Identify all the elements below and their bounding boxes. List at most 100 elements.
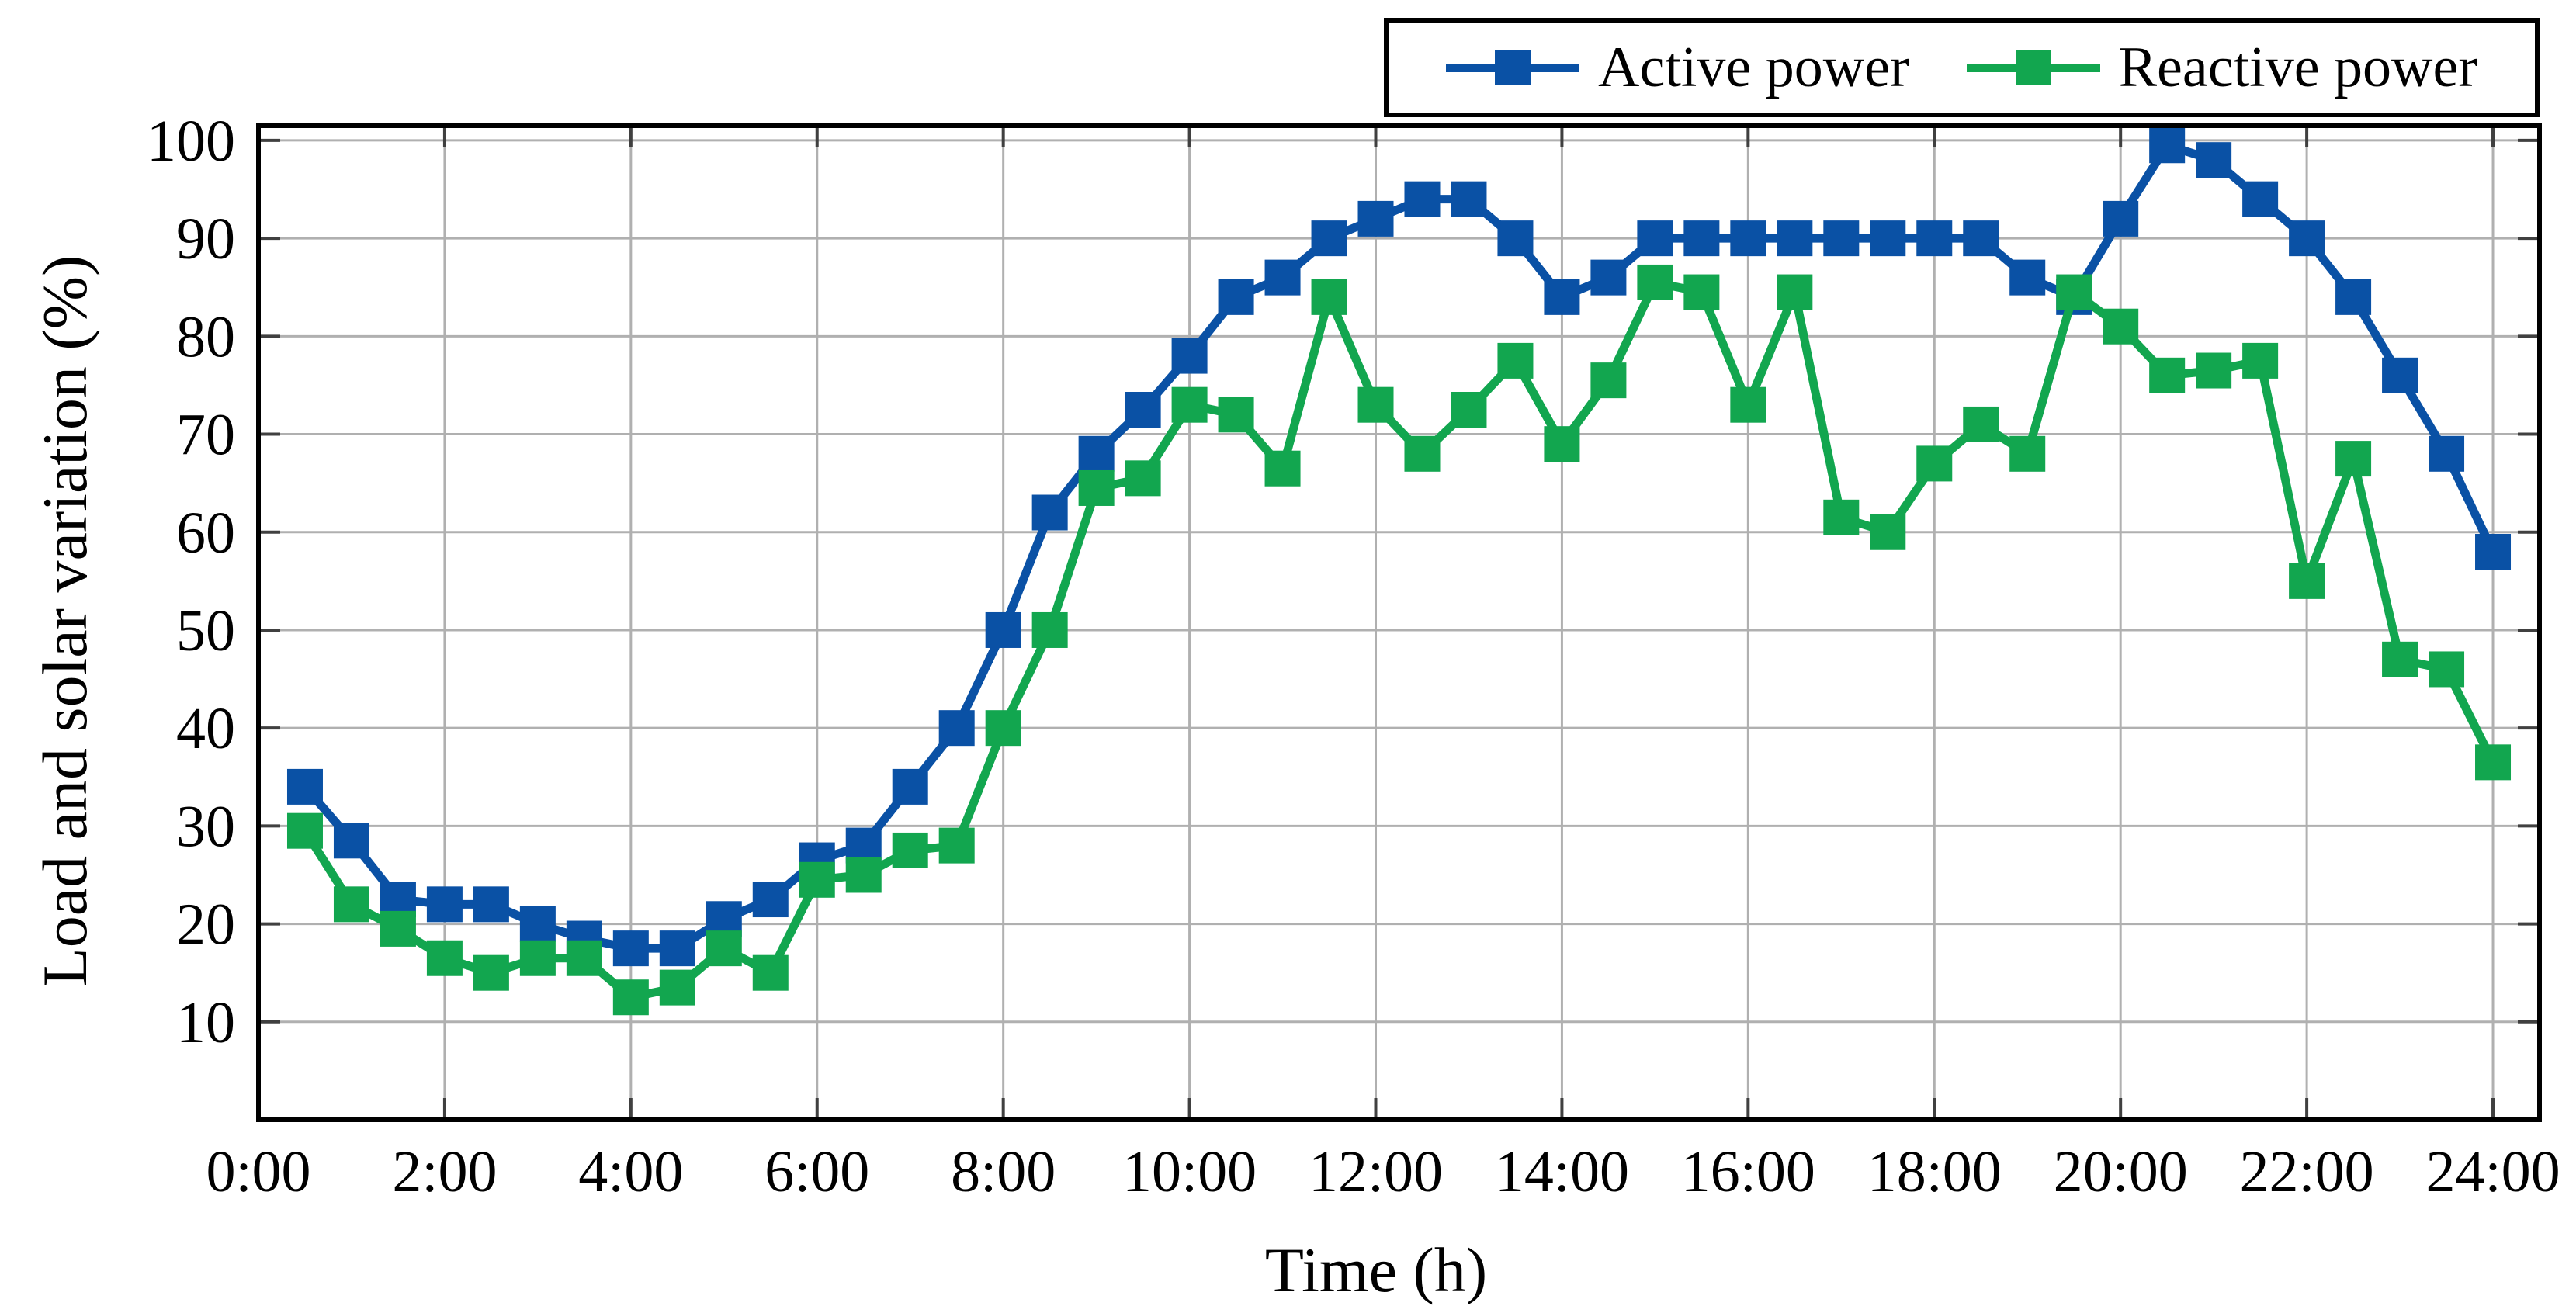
active-power-marker bbox=[426, 886, 463, 923]
reactive-power-marker bbox=[380, 910, 416, 947]
reactive-power-marker bbox=[2196, 352, 2232, 389]
reactive-power-marker bbox=[752, 954, 789, 991]
x-axis-title: Time (h) bbox=[1264, 1235, 1488, 1305]
legend-item-active-power: Active power bbox=[1446, 39, 1909, 96]
x-tick-label: 12:00 bbox=[1309, 1139, 1443, 1204]
y-tick-label: 90 bbox=[176, 206, 235, 272]
x-tick-label: 22:00 bbox=[2240, 1139, 2374, 1204]
reactive-power-marker bbox=[1544, 426, 1580, 462]
reactive-power-marker bbox=[1497, 342, 1534, 379]
active-power-marker bbox=[1590, 259, 1627, 296]
active-power-marker bbox=[2009, 259, 2046, 296]
reactive-power-marker bbox=[1823, 499, 1860, 535]
reactive-power-marker bbox=[1311, 279, 1347, 315]
active-power-marker bbox=[2335, 279, 2372, 315]
x-tick-label: 4:00 bbox=[578, 1139, 683, 1204]
active-power-marker bbox=[1357, 200, 1394, 237]
active-power-legend-marker bbox=[1446, 50, 1579, 85]
y-tick-label: 60 bbox=[176, 501, 235, 566]
legend-label-reactive-power: Reactive power bbox=[2118, 36, 2477, 99]
active-power-marker bbox=[1031, 494, 1068, 531]
reactive-power-marker bbox=[985, 710, 1021, 747]
active-power-marker bbox=[659, 930, 695, 967]
reactive-power-marker bbox=[1031, 611, 1068, 648]
active-power-marker bbox=[1683, 220, 1720, 257]
active-power-marker bbox=[985, 611, 1021, 648]
reactive-power-marker bbox=[706, 930, 742, 967]
active-power-marker bbox=[1451, 181, 1487, 217]
legend: Active power Reactive power bbox=[1384, 18, 2540, 117]
reactive-power-marker bbox=[2056, 274, 2092, 310]
active-power-marker bbox=[892, 768, 928, 805]
reactive-power-marker bbox=[1730, 386, 1766, 423]
reactive-power-marker bbox=[659, 969, 695, 1006]
reactive-power-marker bbox=[2149, 357, 2186, 393]
active-power-marker bbox=[1870, 220, 1906, 257]
active-power-marker bbox=[1125, 392, 1161, 428]
x-tick-label: 14:00 bbox=[1495, 1139, 1629, 1204]
tick-labels: 10 20 30 40 50 60 70 80 90 100 0:00 2:00 4:00 6:00 8:0… bbox=[147, 109, 2560, 1204]
x-tick-label: 0:00 bbox=[206, 1139, 310, 1204]
x-tick-label: 10:00 bbox=[1122, 1139, 1257, 1204]
reactive-power-marker bbox=[612, 979, 649, 1016]
reactive-power-marker bbox=[1218, 397, 1254, 433]
active-power-marker bbox=[2429, 435, 2465, 472]
reactive-power-marker bbox=[1777, 274, 1813, 310]
active-power-marker bbox=[1497, 220, 1534, 257]
active-power-marker bbox=[1637, 220, 1673, 257]
x-tick-label: 2:00 bbox=[392, 1139, 497, 1204]
y-tick-label: 40 bbox=[176, 696, 235, 761]
gridlines bbox=[257, 126, 2540, 1120]
active-power-marker bbox=[612, 930, 649, 967]
active-power-marker bbox=[1777, 220, 1813, 257]
reactive-power-marker bbox=[286, 812, 323, 849]
y-tick-label: 70 bbox=[176, 403, 235, 468]
active-power-marker bbox=[1171, 338, 1208, 374]
active-power-marker bbox=[1218, 279, 1254, 315]
reactive-power-marker bbox=[1404, 435, 1441, 472]
reactive-power-marker-square bbox=[2015, 50, 2051, 85]
active-power-marker bbox=[1544, 279, 1580, 315]
active-power-marker bbox=[2196, 142, 2232, 178]
active-power-marker bbox=[1404, 181, 1441, 217]
y-tick-label: 10 bbox=[176, 990, 235, 1055]
reactive-power-marker bbox=[2382, 641, 2418, 677]
reactive-power-marker bbox=[1637, 264, 1673, 300]
active-power-marker bbox=[519, 906, 556, 942]
y-tick-label: 20 bbox=[176, 892, 235, 958]
reactive-power-marker bbox=[2429, 651, 2465, 688]
active-power-marker-square bbox=[1495, 50, 1531, 85]
y-tick-label: 80 bbox=[176, 304, 235, 369]
plot-frame bbox=[256, 123, 2542, 1122]
reactive-power-series bbox=[286, 264, 2512, 1016]
active-power-marker bbox=[1823, 220, 1860, 257]
reactive-power-marker bbox=[1451, 392, 1487, 428]
active-power-marker bbox=[473, 886, 509, 923]
reactive-power-marker bbox=[1590, 362, 1627, 399]
active-power-marker bbox=[938, 710, 975, 747]
x-tick-label: 8:00 bbox=[951, 1139, 1056, 1204]
reactive-power-marker bbox=[426, 940, 463, 976]
reactive-power-marker bbox=[333, 886, 369, 923]
reactive-power-marker bbox=[2475, 744, 2512, 781]
active-power-marker bbox=[752, 882, 789, 918]
active-power-marker bbox=[1916, 220, 1953, 257]
reactive-power-marker bbox=[1870, 514, 1906, 550]
y-axis-title: Load and solar variation (%) bbox=[29, 255, 100, 987]
reactive-power-marker bbox=[1264, 450, 1301, 487]
active-power-marker bbox=[2475, 534, 2512, 570]
reactive-power-marker bbox=[938, 827, 975, 864]
active-power-marker bbox=[2289, 220, 2325, 257]
y-tick-label: 100 bbox=[147, 109, 235, 174]
reactive-power-marker bbox=[2009, 435, 2046, 472]
legend-item-reactive-power: Reactive power bbox=[1966, 36, 2477, 99]
y-tick-label: 50 bbox=[176, 598, 235, 663]
active-power-marker bbox=[286, 768, 323, 805]
reactive-power-marker bbox=[1916, 445, 1953, 482]
reactive-power-marker bbox=[2103, 308, 2139, 345]
reactive-power-marker bbox=[2289, 563, 2325, 599]
reactive-power-marker bbox=[1125, 460, 1161, 497]
active-power-marker bbox=[1730, 220, 1766, 257]
reactive-power-marker bbox=[2242, 342, 2279, 379]
